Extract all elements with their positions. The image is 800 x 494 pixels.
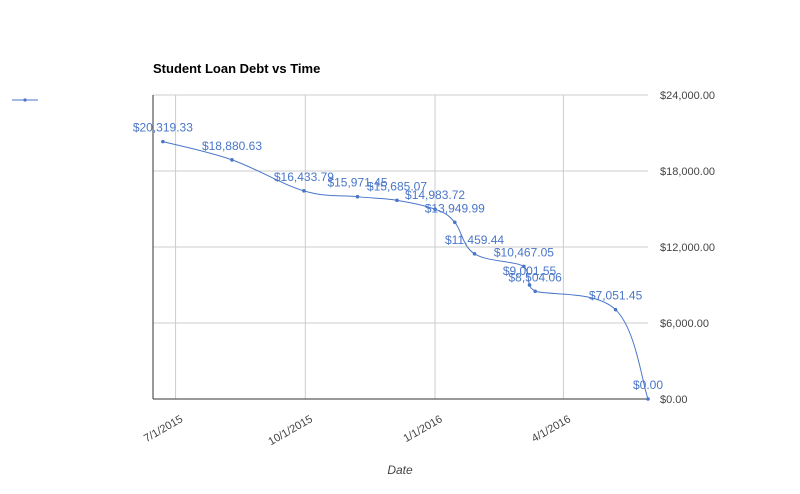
series-group	[161, 139, 650, 401]
y-tick-label: $12,000.00	[660, 242, 715, 254]
data-label: $8,504.06	[508, 270, 562, 284]
y-tick-label: $24,000.00	[660, 90, 715, 102]
data-point	[395, 198, 399, 203]
data-point	[161, 139, 165, 144]
data-point	[522, 264, 526, 269]
data-point	[533, 289, 537, 294]
data-labels: $20,319.33 $18,880.63 $16,433.79$15,971.45…	[133, 121, 663, 392]
data-point	[355, 194, 360, 199]
grid	[153, 94, 648, 399]
data-label: $11,459.44	[445, 233, 504, 247]
data-point	[302, 189, 306, 193]
data-point	[527, 283, 532, 287]
y-tick-label: $6,000.00	[660, 318, 709, 330]
data-point	[230, 158, 234, 162]
y-axis-tick-labels: $0.00 $6,000.00 $12,000.00 $18,000.00 $24,00…	[660, 90, 715, 406]
data-label: $13,949.99	[425, 201, 485, 215]
legend-series-marker	[23, 98, 27, 102]
legend	[12, 98, 38, 102]
axes	[152, 95, 648, 400]
y-tick-label: $0.00	[660, 394, 688, 406]
data-label: $15,685.07	[367, 179, 427, 193]
data-point	[613, 307, 618, 312]
data-point	[452, 220, 457, 225]
x-axis-label: Date	[387, 463, 413, 477]
data-label: $15,971.45	[327, 176, 387, 190]
data-point	[472, 252, 477, 256]
chart-title: Student Loan Debt vs Time	[153, 61, 320, 76]
data-label: $7,051.45	[589, 289, 643, 303]
data-label: $18,880.63	[202, 139, 262, 153]
data-label: $9,001.55	[503, 264, 557, 278]
data-label: $0.00	[633, 378, 663, 392]
y-tick-label: $18,000.00	[660, 166, 715, 178]
data-label: $16,433.79	[274, 170, 334, 184]
data-point	[433, 207, 437, 212]
data-point	[646, 397, 650, 401]
data-label: $20,319.33	[133, 121, 193, 135]
data-label: $10,467.05	[494, 245, 554, 259]
data-label: $14,983.72	[405, 188, 465, 202]
